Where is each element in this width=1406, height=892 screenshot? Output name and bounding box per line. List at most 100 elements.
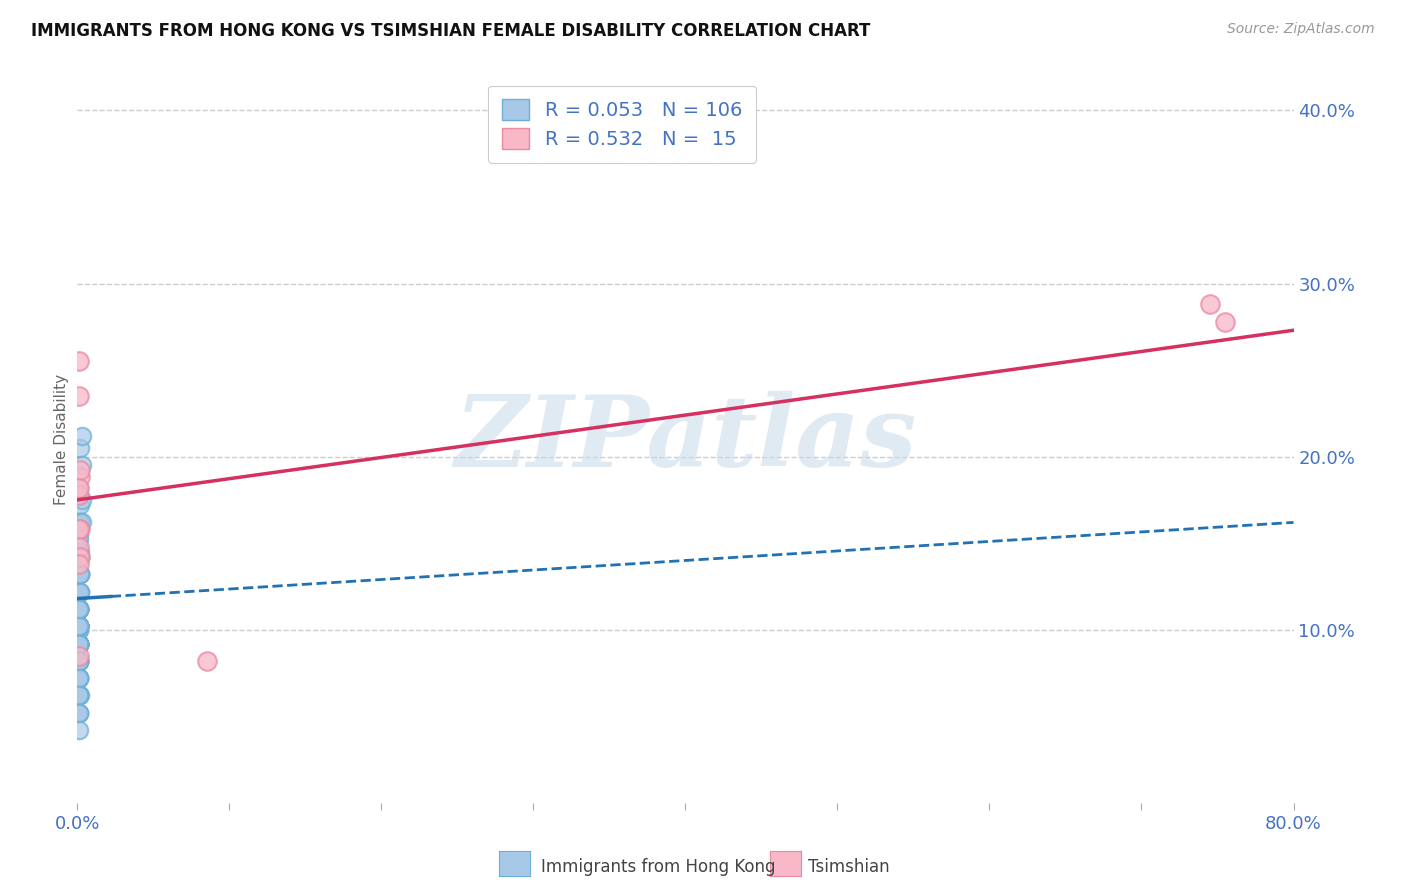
Point (69, 516, 91, 530)
Point (67, 567, 90, 582)
Point (67, 619, 90, 633)
Point (67, 602, 90, 616)
Point (67, 354, 90, 368)
Point (67, 619, 90, 633)
Point (69, 689, 91, 703)
Point (67, 584, 90, 599)
Point (67, 654, 90, 668)
Text: Immigrants from Hong Kong: Immigrants from Hong Kong (541, 858, 776, 876)
Point (67, 481, 90, 495)
Point (67, 654, 90, 668)
Point (67, 623, 90, 637)
Point (67, 619, 90, 633)
Text: ZIPatlas: ZIPatlas (454, 391, 917, 488)
Point (67, 481, 90, 495)
Point (67, 636, 90, 650)
Point (67, 584, 90, 599)
Point (67, 584, 90, 599)
Point (67, 636, 90, 650)
Point (69, 567, 91, 582)
Point (67, 636, 90, 650)
Legend: R = 0.053   N = 106, R = 0.532   N =  15: R = 0.053 N = 106, R = 0.532 N = 15 (488, 86, 756, 163)
Point (67, 619, 90, 633)
Point (67, 602, 90, 616)
Point (67, 619, 90, 633)
Point (67, 654, 90, 668)
Point (67, 636, 90, 650)
Point (67, 602, 90, 616)
Point (70, 429, 93, 443)
Point (67, 689, 90, 703)
Point (67, 636, 90, 650)
Point (69, 516, 91, 530)
Point (67, 602, 90, 616)
Point (67, 636, 90, 650)
Point (67, 619, 90, 633)
Text: IMMIGRANTS FROM HONG KONG VS TSIMSHIAN FEMALE DISABILITY CORRELATION CHART: IMMIGRANTS FROM HONG KONG VS TSIMSHIAN F… (31, 22, 870, 40)
Point (67, 636, 90, 650)
Point (67, 671, 90, 685)
Point (67, 602, 90, 616)
Point (67, 654, 90, 668)
Point (67, 654, 90, 668)
Point (67, 540, 90, 554)
Point (67, 522, 90, 536)
Point (67, 636, 90, 650)
Point (67, 619, 90, 633)
Point (67, 567, 90, 582)
Y-axis label: Female Disability: Female Disability (53, 374, 69, 505)
Point (1213, 315, 1236, 329)
Point (67, 602, 90, 616)
Point (67, 689, 90, 703)
Point (67, 619, 90, 633)
Point (69, 584, 91, 599)
Point (67, 619, 90, 633)
Point (67, 636, 90, 650)
Point (67, 654, 90, 668)
Point (67, 706, 90, 720)
Point (67, 636, 90, 650)
Point (67, 636, 90, 650)
Point (67, 636, 90, 650)
Point (67, 654, 90, 668)
Point (67, 619, 90, 633)
Point (67, 636, 90, 650)
Point (69, 441, 91, 455)
Point (67, 619, 90, 633)
Point (67, 602, 90, 616)
Point (69, 545, 91, 559)
Point (69, 549, 91, 564)
Point (1199, 297, 1222, 311)
Point (67, 584, 90, 599)
Point (67, 671, 90, 685)
Point (67, 636, 90, 650)
Point (67, 619, 90, 633)
Point (69, 567, 91, 582)
Point (69, 567, 91, 582)
Point (67, 689, 90, 703)
Point (67, 389, 90, 403)
Point (67, 636, 90, 650)
Point (69, 522, 91, 536)
Point (67, 527, 90, 541)
Point (67, 671, 90, 685)
Point (67, 557, 90, 571)
Point (70, 458, 93, 473)
Point (67, 671, 90, 685)
Point (67, 602, 90, 616)
Point (69, 549, 91, 564)
Point (67, 619, 90, 633)
Point (70, 516, 93, 530)
Point (67, 619, 90, 633)
Point (67, 636, 90, 650)
Point (67, 533, 90, 547)
Point (67, 602, 90, 616)
Point (67, 619, 90, 633)
Point (67, 619, 90, 633)
Point (67, 623, 90, 637)
Point (67, 636, 90, 650)
Point (67, 636, 90, 650)
Point (67, 619, 90, 633)
Point (195, 654, 218, 668)
Text: Tsimshian: Tsimshian (808, 858, 890, 876)
